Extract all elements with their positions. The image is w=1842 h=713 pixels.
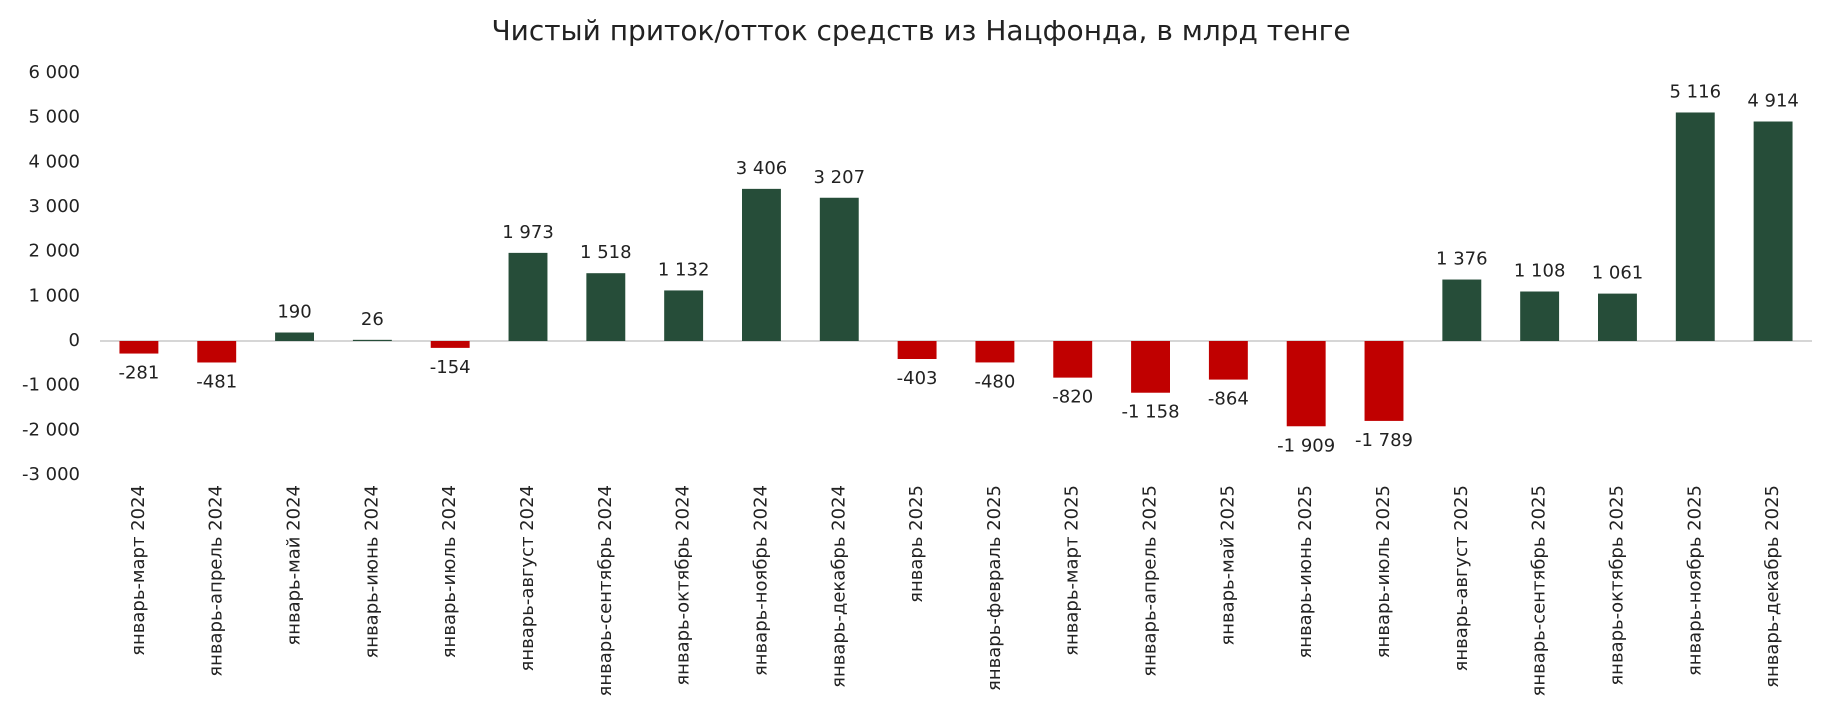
y-tick-label: 0 (69, 330, 80, 351)
x-tick-label: январь 2025 (906, 485, 927, 603)
bar (119, 341, 159, 354)
value-label: -480 (974, 371, 1015, 392)
value-label: 3 207 (814, 167, 866, 188)
x-tick-label: январь-июнь 2025 (1295, 485, 1316, 659)
x-tick-label: январь-апрель 2025 (1140, 485, 1161, 677)
value-label: -154 (430, 357, 471, 378)
value-label: 1 376 (1436, 249, 1488, 270)
x-tick-label: январь-июнь 2024 (361, 485, 382, 659)
value-label: -820 (1052, 387, 1093, 408)
bar (1753, 121, 1793, 342)
y-tick-label: 5 000 (28, 107, 80, 128)
value-label: 5 116 (1670, 81, 1722, 102)
bar (742, 188, 781, 341)
value-label: 26 (361, 309, 384, 330)
value-label: -403 (897, 368, 938, 389)
bar (1208, 341, 1248, 380)
bar (1286, 341, 1326, 427)
value-label: 1 518 (580, 242, 632, 263)
bar (1364, 341, 1404, 421)
y-tick-label: 3 000 (28, 196, 80, 217)
y-tick-label: 4 000 (28, 151, 80, 172)
x-tick-label: январь-май 2024 (284, 485, 305, 646)
x-tick-label: январь-июль 2025 (1373, 485, 1394, 658)
value-label: 1 132 (658, 259, 710, 280)
bar (275, 332, 314, 341)
value-label: 1 061 (1592, 263, 1644, 284)
bar (197, 341, 237, 363)
bar (664, 290, 704, 341)
x-tick-label: январь-март 2025 (1062, 485, 1083, 656)
x-tick-label: январь-октябрь 2024 (673, 485, 694, 686)
x-tick-label: январь-май 2025 (1217, 485, 1238, 646)
y-tick-label: -3 000 (22, 464, 80, 485)
value-label: -281 (118, 363, 159, 384)
x-tick-label: январь-сентябрь 2025 (1529, 485, 1550, 696)
bar (819, 197, 859, 341)
x-tick-label: январь-сентябрь 2024 (595, 485, 616, 696)
value-label: -1 789 (1355, 430, 1413, 451)
y-tick-label: -1 000 (22, 375, 80, 396)
y-tick-label: 1 000 (28, 285, 80, 306)
bar (1675, 112, 1715, 341)
bar (430, 341, 470, 348)
x-tick-label: январь-декабрь 2025 (1762, 485, 1783, 688)
y-tick-label: 2 000 (28, 241, 80, 262)
x-tick-label: январь-апрель 2024 (206, 485, 227, 677)
value-label: 1 108 (1514, 261, 1566, 282)
x-tick-label: январь-март 2024 (128, 485, 149, 656)
value-label: 1 973 (502, 222, 554, 243)
bar (586, 273, 626, 341)
value-label: -481 (196, 371, 237, 392)
x-tick-label: январь-ноябрь 2024 (750, 485, 771, 676)
x-tick-label: январь-август 2024 (517, 485, 538, 671)
x-tick-label: январь-октябрь 2025 (1606, 485, 1627, 686)
bar (1131, 341, 1170, 393)
value-label: -1 909 (1277, 435, 1335, 456)
chart-title: Чистый приток/отток средств из Нацфонда,… (491, 14, 1350, 47)
y-tick-label: -2 000 (22, 419, 80, 440)
bar (975, 341, 1015, 363)
bar (508, 252, 548, 341)
value-label: 190 (277, 302, 311, 323)
bar (1598, 293, 1637, 341)
bar (352, 339, 392, 341)
value-label: -1 158 (1122, 402, 1180, 423)
x-tick-label: январь-февраль 2025 (984, 485, 1005, 691)
value-label: 4 914 (1747, 91, 1799, 112)
bar (897, 341, 937, 360)
value-label: 3 406 (736, 158, 788, 179)
y-tick-label: 6 000 (28, 62, 80, 83)
x-tick-label: январь-август 2025 (1451, 485, 1472, 671)
bar (1520, 291, 1560, 341)
x-tick-label: январь-декабрь 2024 (828, 485, 849, 688)
bar (1053, 341, 1093, 378)
x-tick-label: январь-ноябрь 2025 (1684, 485, 1705, 676)
value-label: -864 (1208, 389, 1249, 410)
bar (1442, 279, 1482, 341)
x-tick-label: январь-июль 2024 (439, 485, 460, 658)
